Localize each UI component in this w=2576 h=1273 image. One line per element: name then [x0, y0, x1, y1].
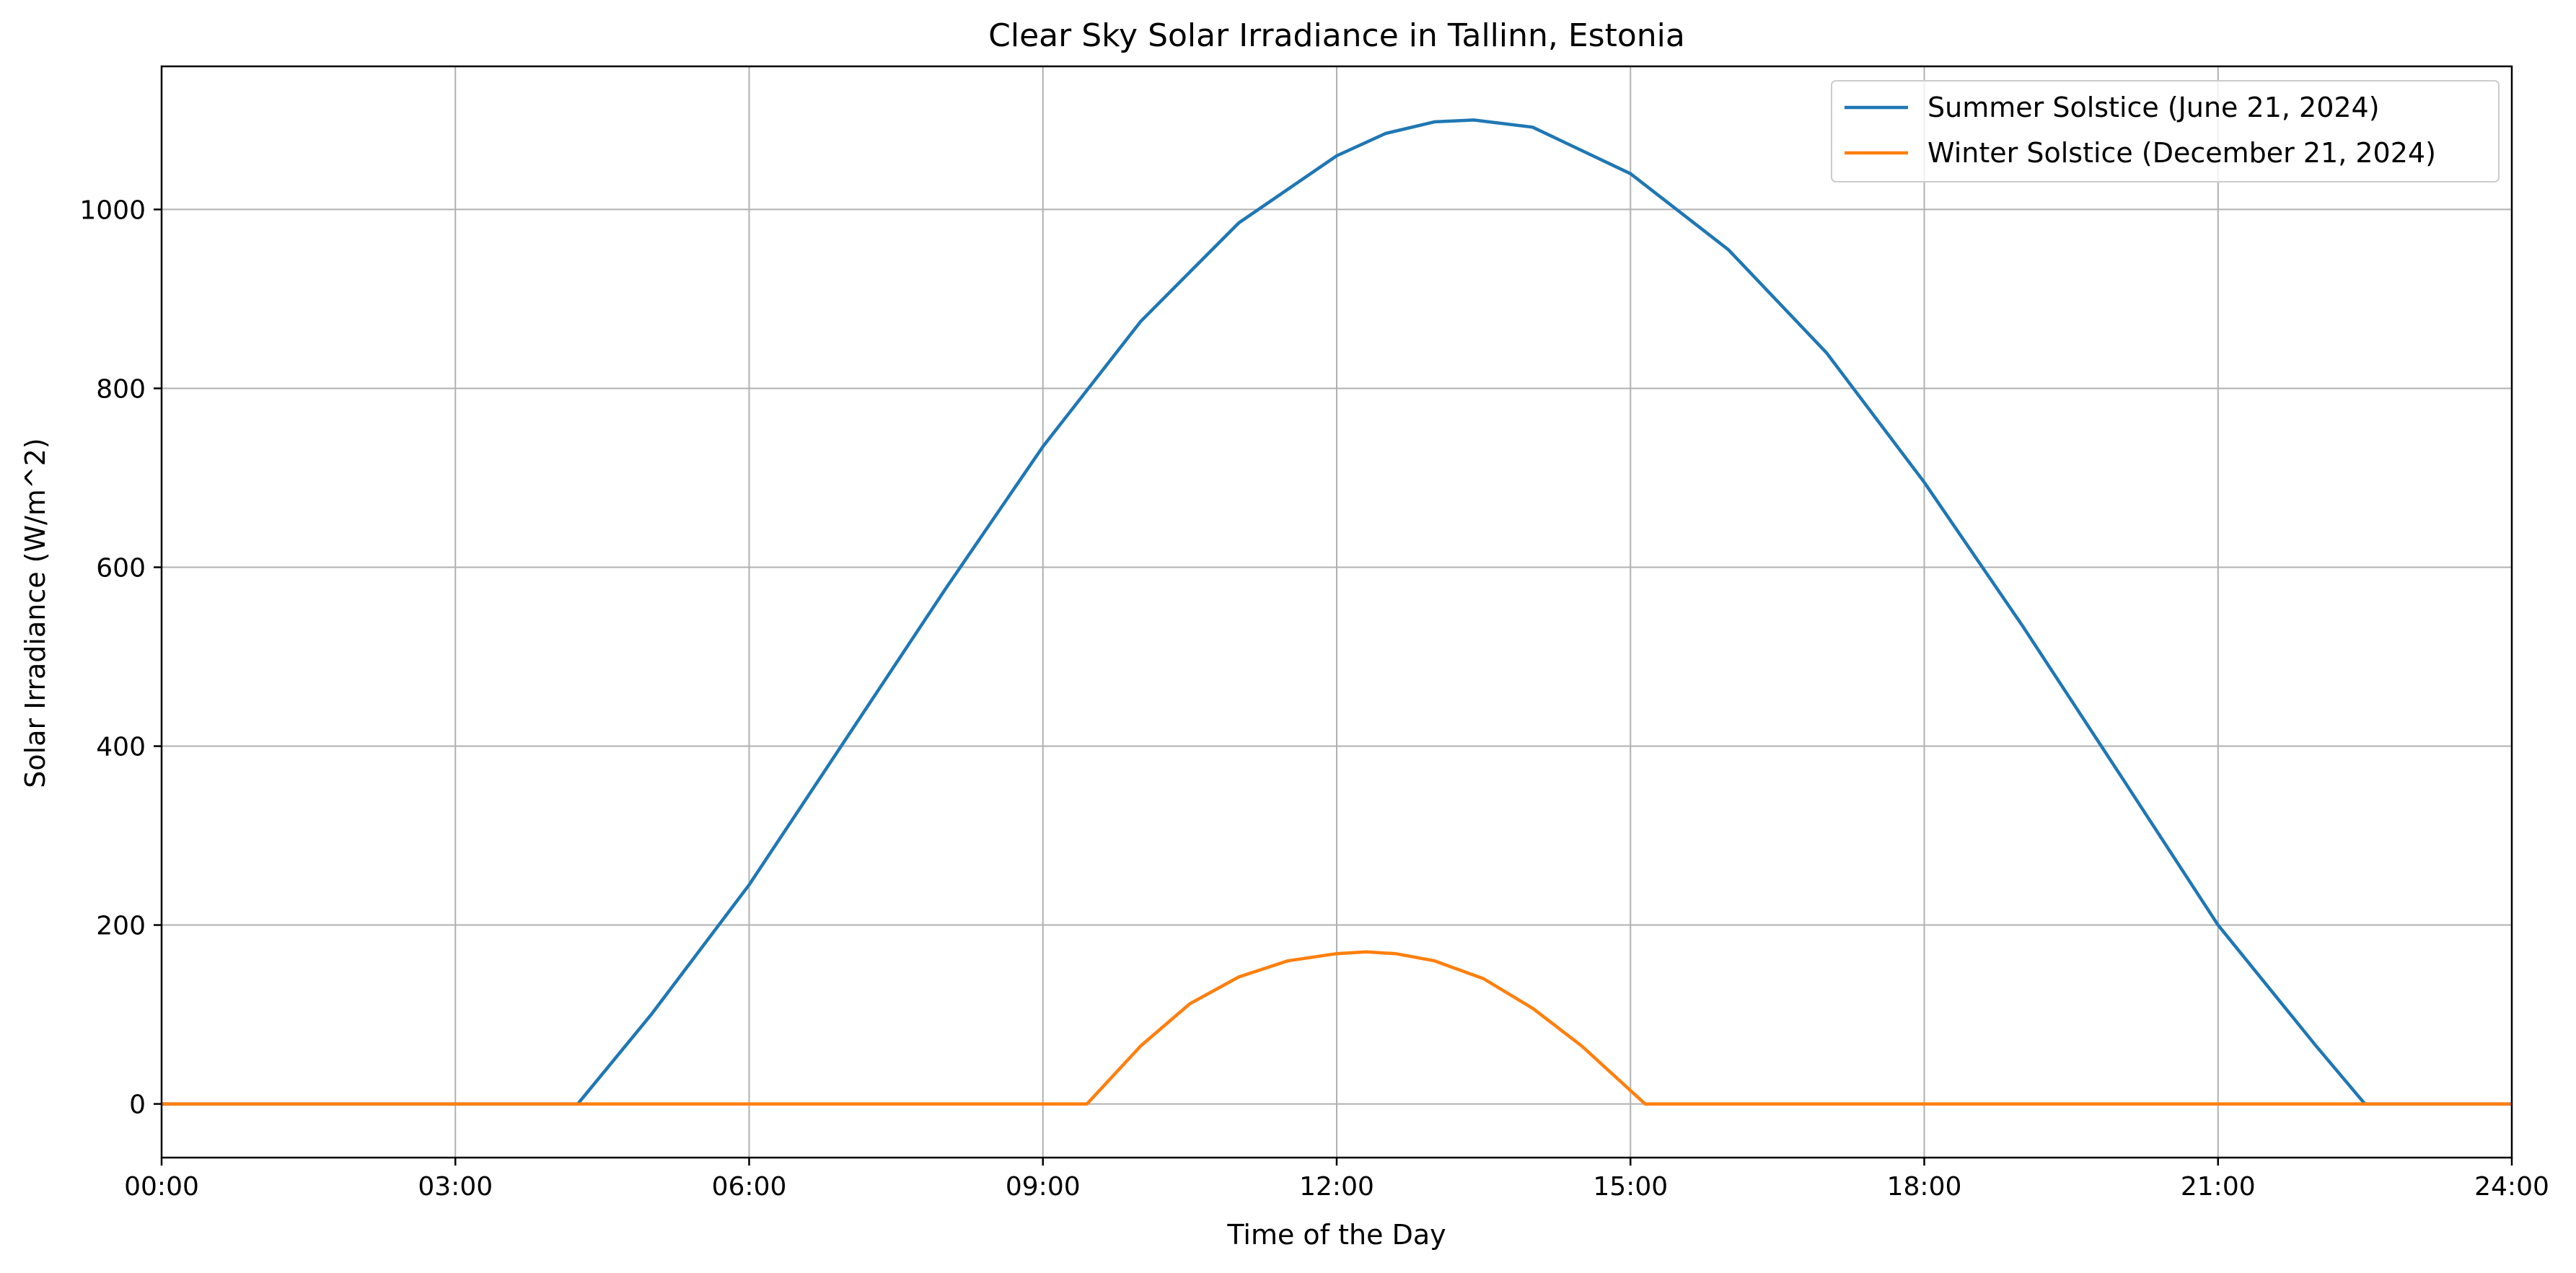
y-axis-label: Solar Irradiance (W/m^2)	[19, 438, 51, 788]
y-tick-label: 600	[96, 553, 146, 583]
x-tick-label: 18:00	[1887, 1172, 1962, 1202]
x-tick-label: 24:00	[2474, 1172, 2549, 1202]
x-tick-label: 00:00	[124, 1172, 199, 1202]
y-tick-label: 1000	[79, 195, 146, 225]
axis-ticks: 00:00 03:00 06:00 09:00 12:00 15:00 18:00 21:00…	[79, 195, 2549, 1202]
y-tick-label: 0	[129, 1091, 146, 1120]
chart-title: Clear Sky Solar Irradiance in Tallinn, E…	[988, 17, 1685, 54]
x-tick-label: 03:00	[418, 1172, 493, 1202]
x-axis-label: Time of the Day	[1226, 1219, 1446, 1251]
y-tick-label: 400	[96, 733, 146, 762]
legend-label-summer: Summer Solstice (June 21, 2024)	[1927, 92, 2380, 123]
series-line-summer	[162, 118, 2512, 1106]
x-tick-label: 12:00	[1299, 1172, 1374, 1202]
legend: Summer Solstice (June 21, 2024) Winter S…	[1831, 80, 2500, 182]
x-tick-label: 21:00	[2181, 1172, 2256, 1202]
series-lines	[162, 118, 2512, 1106]
series-line-winter	[162, 950, 2512, 1106]
legend-box	[1831, 80, 2500, 182]
x-tick-label: 15:00	[1593, 1172, 1668, 1202]
x-tick-label: 09:00	[1006, 1172, 1081, 1202]
y-tick-label: 800	[96, 374, 146, 404]
x-tick-label: 06:00	[712, 1172, 787, 1202]
legend-label-winter: Winter Solstice (December 21, 2024)	[1927, 137, 2436, 169]
y-tick-label: 200	[96, 912, 146, 941]
